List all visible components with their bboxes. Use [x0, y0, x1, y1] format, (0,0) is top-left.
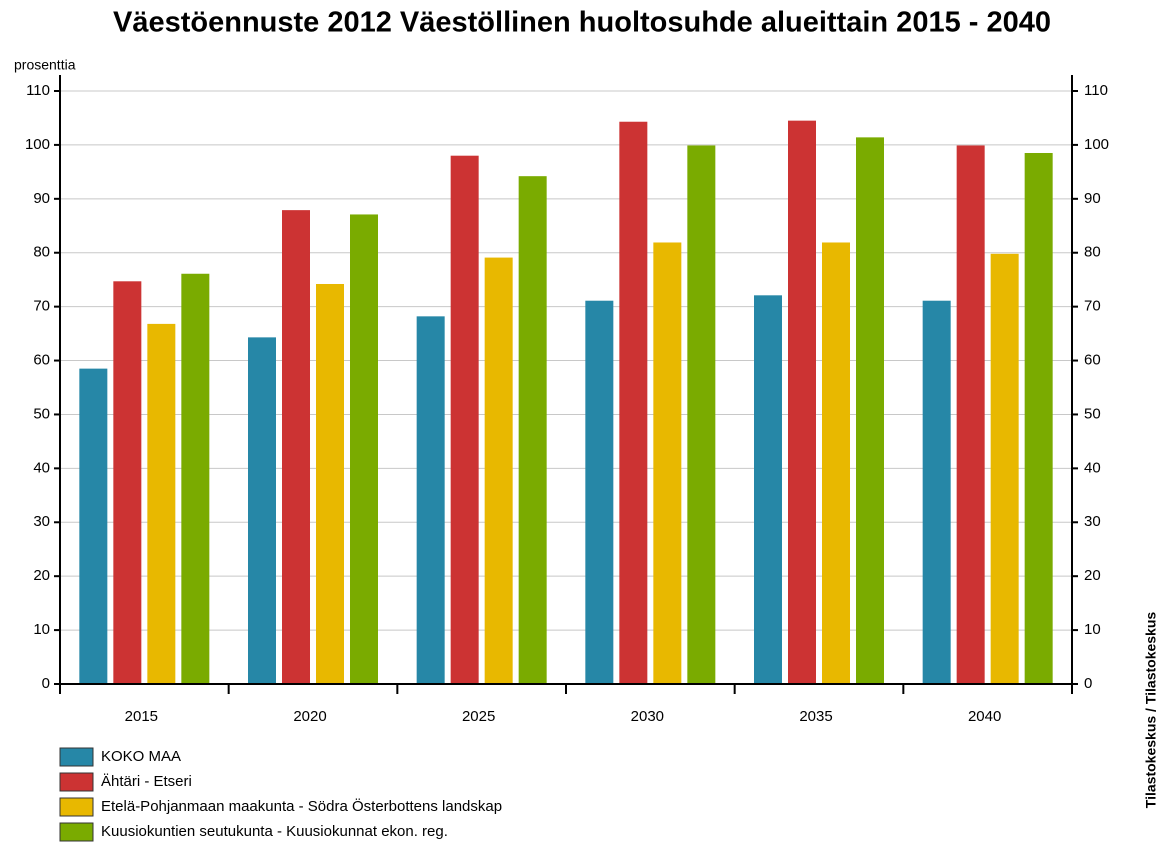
bar [922, 300, 951, 684]
legend-swatch [59, 772, 94, 792]
bar [450, 155, 479, 684]
legend-swatch [59, 822, 94, 842]
y2-tick-label: 90 [1084, 190, 1101, 207]
bar [79, 368, 108, 684]
y-tick-label: 30 [33, 513, 50, 530]
legend-label: Etelä-Pohjanmaan maakunta - Södra Österb… [101, 797, 502, 815]
y2-tick-label: 30 [1084, 513, 1101, 530]
y2-tick-label: 110 [1084, 82, 1108, 99]
y-axis-label: prosenttia [14, 57, 76, 73]
y-tick-label: 90 [33, 190, 50, 207]
x-tick-label: 2020 [293, 708, 326, 725]
y2-tick-label: 80 [1084, 244, 1101, 261]
bar [147, 323, 176, 684]
bar [113, 281, 142, 684]
y2-tick-label: 70 [1084, 298, 1101, 315]
bar [282, 210, 310, 684]
legend-label: Ähtäri - Etseri [101, 773, 192, 790]
bar [856, 137, 884, 684]
y2-tick-label: 40 [1084, 459, 1101, 476]
x-tick-label: 2025 [462, 708, 495, 725]
bar [990, 253, 1019, 684]
x-tick-label: 2030 [631, 708, 664, 725]
y2-tick-label: 100 [1084, 136, 1109, 153]
chart-title: Väestöennuste 2012 Väestöllinen huoltosu… [113, 7, 1051, 39]
y2-tick-label: 50 [1084, 405, 1101, 422]
y-tick-label: 60 [33, 352, 50, 369]
bar [788, 120, 816, 684]
bar [316, 283, 344, 684]
y-tick-label: 70 [33, 298, 50, 315]
bar [687, 145, 716, 684]
bar [1024, 152, 1053, 684]
y2-tick-label: 60 [1084, 352, 1101, 369]
bar [248, 337, 276, 684]
bar [518, 176, 547, 684]
y2-tick-label: 0 [1084, 675, 1092, 692]
y-tick-label: 20 [33, 567, 50, 584]
y-tick-label: 40 [33, 459, 50, 476]
x-tick-label: 2015 [125, 708, 158, 725]
y-tick-label: 100 [25, 136, 50, 153]
x-tick-label: 2040 [968, 708, 1001, 725]
bar [956, 145, 985, 684]
y-tick-label: 80 [33, 244, 50, 261]
y-tick-label: 0 [42, 675, 50, 692]
bar [181, 273, 210, 684]
y2-tick-label: 20 [1084, 567, 1101, 584]
legend-label: Kuusiokuntien seutukunta - Kuusiokunnat … [101, 823, 448, 840]
bar [653, 242, 682, 684]
x-tick-label: 2035 [799, 708, 832, 725]
y-tick-label: 50 [33, 405, 50, 422]
source: Tilastokeskus / Tilastokeskus [1143, 612, 1159, 809]
legend-swatch [59, 797, 94, 817]
bar [585, 300, 614, 684]
y-tick-label: 10 [33, 621, 50, 638]
bar [416, 316, 445, 684]
bar [619, 121, 648, 685]
bar [822, 242, 850, 684]
bar [350, 214, 378, 684]
legend-label: KOKO MAA [101, 748, 181, 765]
bar [484, 257, 513, 684]
bar [754, 295, 782, 684]
legend-swatch [59, 747, 94, 767]
y-tick-label: 110 [26, 82, 50, 99]
y2-tick-label: 10 [1084, 621, 1101, 638]
